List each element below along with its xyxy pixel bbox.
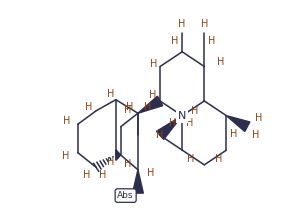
Text: H: H: [252, 130, 260, 140]
Text: H: H: [169, 118, 176, 128]
Text: H: H: [85, 102, 92, 112]
Text: H: H: [171, 36, 179, 46]
Text: H: H: [191, 106, 198, 116]
Polygon shape: [138, 96, 163, 113]
Text: H: H: [144, 102, 151, 112]
Text: H: H: [208, 36, 215, 46]
Text: H: H: [125, 159, 132, 169]
Text: H: H: [149, 90, 156, 100]
Text: H: H: [125, 105, 132, 114]
Text: H: H: [107, 88, 115, 99]
Text: H: H: [63, 116, 70, 126]
Text: H: H: [186, 118, 193, 128]
Text: H: H: [179, 19, 186, 28]
Text: H: H: [150, 59, 158, 69]
Text: N: N: [178, 111, 186, 121]
Text: H: H: [62, 151, 69, 161]
Text: H: H: [147, 168, 154, 179]
Polygon shape: [156, 116, 182, 139]
Text: H: H: [201, 19, 208, 28]
Text: H: H: [215, 154, 223, 164]
Text: H: H: [187, 154, 195, 164]
Text: H: H: [230, 129, 238, 139]
Text: H: H: [255, 113, 262, 123]
Polygon shape: [133, 170, 143, 193]
Text: Abs: Abs: [117, 191, 134, 200]
Text: H: H: [126, 102, 133, 112]
Text: H: H: [99, 170, 106, 180]
Text: H: H: [217, 57, 224, 67]
Polygon shape: [226, 116, 250, 131]
Text: H: H: [156, 130, 164, 140]
Text: H: H: [83, 170, 90, 180]
Text: H: H: [107, 157, 115, 167]
Polygon shape: [116, 150, 121, 160]
Text: H: H: [128, 196, 136, 205]
